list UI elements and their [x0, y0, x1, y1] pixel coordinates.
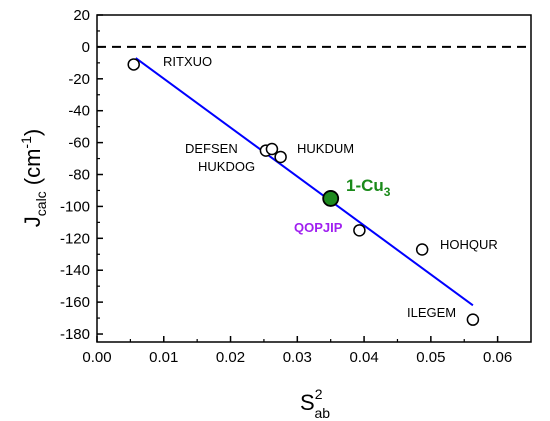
x-tick-label: 0.05: [416, 349, 445, 366]
y-axis-title-main: J: [20, 216, 45, 227]
label-ilegem: ILEGEM: [407, 305, 456, 320]
label-qopjip: QOPJIP: [294, 220, 343, 235]
x-tick-label: 0.00: [82, 349, 111, 366]
y-axis-title-unit-close: ): [20, 129, 45, 136]
tick-labels: 0.00 0.01 0.02 0.03 0.04 0.05 0.06 20 0 -20 -40 -60…: [60, 7, 512, 366]
label-1-cu3: 1-Cu3: [346, 176, 391, 199]
y-tick-label: -100: [60, 198, 90, 215]
y-tick-label: -140: [60, 262, 90, 279]
label-ritxuo: RITXUO: [163, 54, 212, 69]
label-hohqur: HOHQUR: [440, 237, 498, 252]
data-points: [127, 58, 480, 326]
data-point: [466, 313, 480, 326]
y-axis-title-unit: (cm: [20, 149, 45, 192]
x-axis-title-sup: 2: [315, 386, 323, 402]
y-tick-label: -40: [68, 103, 90, 120]
x-axis-title: S2 ab: [300, 386, 330, 421]
y-axis-title-unit-sup: -1: [18, 136, 34, 149]
highlight-point: [322, 190, 340, 207]
y-tick-label: -120: [60, 230, 90, 247]
x-axis-title-sub: ab: [314, 405, 330, 421]
x-tick-label: 0.04: [349, 349, 378, 366]
label-hukdum: HUKDUM: [297, 141, 354, 156]
y-tick-label: 0: [82, 39, 90, 56]
y-axis-title: Jcalc (cm-1): [18, 129, 49, 227]
y-tick-label: -60: [68, 135, 90, 152]
y-tick-label: 20: [73, 7, 90, 24]
y-tick-label: -160: [60, 294, 90, 311]
fit-line: [135, 57, 474, 307]
axis-ticks: [96, 14, 499, 342]
y-tick-label: -80: [68, 167, 90, 184]
data-point: [415, 243, 429, 256]
label-1-cu3-sub: 3: [384, 185, 391, 199]
y-tick-label: -20: [68, 71, 90, 88]
x-tick-label: 0.02: [216, 349, 245, 366]
x-tick-label: 0.03: [283, 349, 312, 366]
data-point: [353, 224, 366, 237]
y-tick-label: -180: [60, 326, 90, 343]
label-1-cu3-main: 1-Cu: [346, 176, 384, 195]
data-point: [265, 142, 279, 156]
data-point: [127, 58, 140, 71]
x-tick-label: 0.01: [149, 349, 178, 366]
y-axis-title-sub: calc: [33, 191, 49, 216]
label-hukdog: HUKDOG: [198, 159, 255, 174]
x-tick-label: 0.06: [483, 349, 512, 366]
label-defsen: DEFSEN: [185, 141, 238, 156]
plot-frame: [96, 14, 532, 343]
data-point: [274, 150, 287, 164]
x-axis-title-main: S: [300, 390, 315, 415]
